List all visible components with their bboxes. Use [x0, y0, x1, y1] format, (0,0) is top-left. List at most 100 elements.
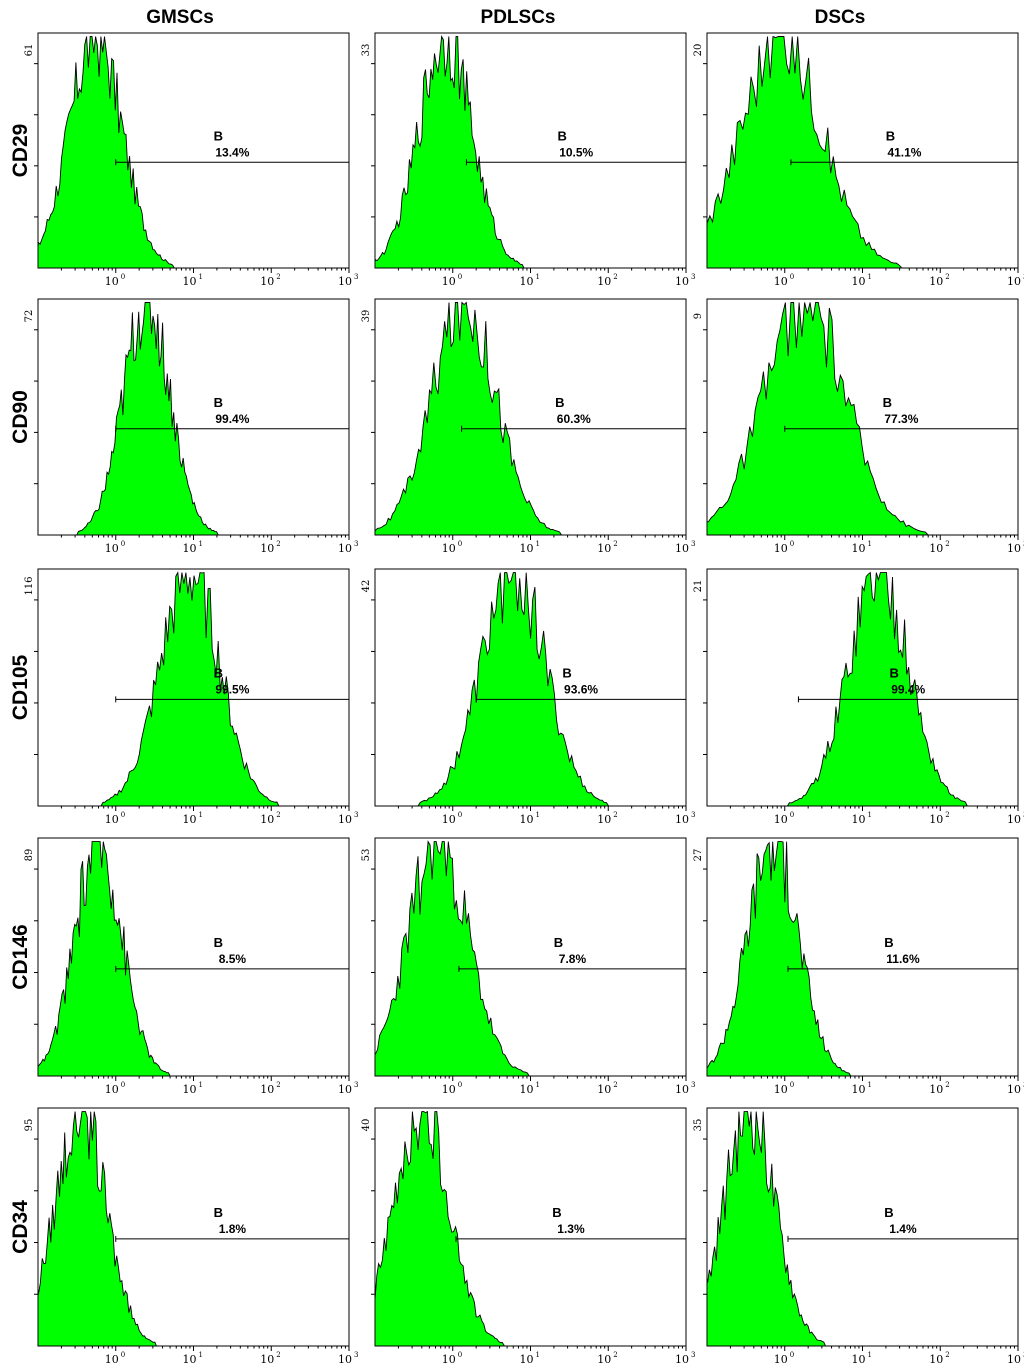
x-tick-label: 10	[520, 542, 534, 555]
x-tick-label: 10	[105, 275, 119, 288]
x-tick-exponent: 0	[121, 540, 125, 548]
x-tick-exponent: 2	[276, 1081, 280, 1089]
gate-percent: 99.4%	[215, 412, 249, 426]
x-tick-label: 10	[442, 813, 456, 826]
x-tick-label: 10	[675, 813, 689, 826]
x-tick-exponent: 2	[276, 811, 280, 819]
x-tick-label: 10	[105, 813, 119, 826]
x-tick-label: 10	[929, 1083, 943, 1096]
x-tick-label: 10	[442, 275, 456, 288]
y-max-label: 39	[361, 310, 372, 323]
x-tick-label: 10	[774, 542, 788, 555]
x-tick-label: 10	[1007, 1083, 1021, 1096]
histogram-area	[374, 34, 571, 269]
gate-percent: 60.3%	[557, 412, 591, 426]
gate-label: B	[214, 395, 223, 410]
histogram-area	[736, 571, 1018, 807]
row-header-cd105: CD105	[9, 654, 32, 720]
x-tick-label: 10	[520, 1083, 534, 1096]
x-tick-label: 10	[597, 1083, 611, 1096]
x-tick-label: 10	[774, 1083, 788, 1096]
histogram-area	[37, 841, 210, 1077]
gate-percent: 1.3%	[557, 1222, 585, 1236]
histogram-area	[48, 571, 332, 807]
x-tick-label: 10	[929, 813, 943, 826]
gate-percent: 13.4%	[215, 145, 249, 159]
gate-label: B	[886, 128, 895, 143]
x-tick-label: 10	[520, 1353, 534, 1366]
gate-percent: 1.4%	[889, 1222, 917, 1236]
gate-label: B	[214, 1205, 223, 1220]
x-tick-exponent: 3	[354, 540, 358, 548]
x-tick-exponent: 2	[613, 273, 617, 281]
x-tick-label: 10	[442, 1083, 456, 1096]
x-tick-exponent: 0	[790, 811, 794, 819]
gate-percent: 7.8%	[559, 952, 587, 966]
x-tick-label: 10	[852, 813, 866, 826]
x-tick-label: 10	[1007, 1353, 1021, 1366]
x-tick-exponent: 2	[613, 1351, 617, 1359]
x-tick-label: 10	[260, 1353, 274, 1366]
row-header-cd29: CD29	[9, 124, 32, 178]
histogram-area	[37, 36, 221, 269]
x-tick-label: 10	[520, 275, 534, 288]
x-tick-exponent: 2	[613, 1081, 617, 1089]
histogram-panel-cd146-dscs: 27100101102103B11.6%	[693, 837, 1024, 1096]
x-tick-label: 10	[442, 542, 456, 555]
x-tick-exponent: 1	[199, 811, 203, 819]
x-tick-exponent: 0	[458, 1081, 462, 1089]
x-tick-label: 10	[105, 1353, 119, 1366]
x-tick-label: 10	[1007, 275, 1021, 288]
x-tick-label: 10	[105, 542, 119, 555]
x-tick-exponent: 1	[536, 1351, 540, 1359]
gate-label: B	[558, 128, 567, 143]
x-tick-exponent: 1	[868, 811, 872, 819]
x-tick-label: 10	[183, 813, 197, 826]
x-tick-exponent: 1	[868, 540, 872, 548]
gate-label: B	[214, 665, 223, 680]
x-tick-exponent: 1	[868, 1351, 872, 1359]
gate-percent: 77.3%	[884, 412, 918, 426]
x-tick-label: 10	[852, 1353, 866, 1366]
x-tick-label: 10	[442, 1353, 456, 1366]
y-max-label: 21	[693, 580, 704, 593]
row-header-cd146: CD146	[9, 924, 32, 989]
gate-percent: 1.8%	[219, 1222, 247, 1236]
x-tick-exponent: 0	[121, 1351, 125, 1359]
y-max-label: 33	[361, 44, 372, 57]
x-tick-label: 10	[929, 1353, 943, 1366]
x-tick-label: 10	[105, 1083, 119, 1096]
x-tick-exponent: 1	[199, 1351, 203, 1359]
x-tick-exponent: 0	[121, 811, 125, 819]
x-tick-exponent: 3	[354, 811, 358, 819]
x-tick-label: 10	[260, 1083, 274, 1096]
x-tick-label: 10	[260, 542, 274, 555]
histogram-area	[706, 1111, 871, 1347]
x-tick-label: 10	[1007, 813, 1021, 826]
gate-percent: 10.5%	[559, 145, 593, 159]
gate-percent: 99.5%	[215, 682, 249, 696]
y-max-label: 9	[693, 313, 704, 319]
y-max-label: 61	[24, 44, 35, 57]
gate-label: B	[890, 665, 899, 680]
gate-label: B	[562, 665, 571, 680]
x-tick-label: 10	[675, 542, 689, 555]
x-tick-exponent: 1	[868, 273, 872, 281]
histogram-area	[375, 572, 665, 807]
row-header-cd34: CD34	[9, 1200, 32, 1254]
y-max-label: 89	[24, 849, 35, 862]
gate-label: B	[214, 935, 223, 950]
column-header-dscs: DSCs	[815, 7, 866, 28]
x-tick-exponent: 0	[458, 540, 462, 548]
x-tick-label: 10	[338, 1083, 352, 1096]
x-tick-exponent: 1	[868, 1081, 872, 1089]
x-tick-label: 10	[852, 542, 866, 555]
x-tick-label: 10	[597, 1353, 611, 1366]
histogram-panel-cd90-dscs: 9100101102103B77.3%	[693, 298, 1024, 555]
x-tick-exponent: 3	[691, 540, 695, 548]
x-tick-label: 10	[929, 275, 943, 288]
